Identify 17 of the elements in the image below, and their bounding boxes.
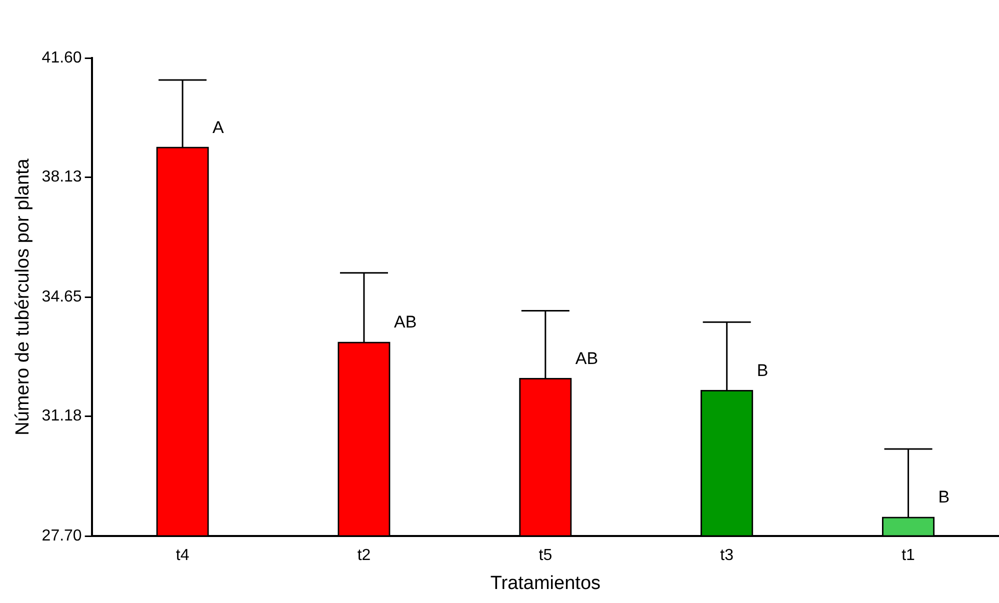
x-tick-label: t4 (176, 547, 190, 564)
y-tick-label: 41.60 (42, 49, 82, 66)
y-tick-label: 31.18 (42, 408, 82, 425)
x-tick-label: t3 (720, 547, 734, 564)
y-tick-label: 34.65 (42, 288, 82, 306)
annotation: AB (575, 348, 598, 368)
y-axis-title: Número de tubérculos por planta (12, 158, 34, 436)
annotation: B (756, 360, 768, 380)
annotation: B (938, 488, 950, 507)
x-axis-title: Tratamientos (490, 572, 601, 594)
annotation: A (212, 118, 225, 137)
y-tick-label: 38.13 (42, 168, 82, 186)
x-tick-label: t2 (357, 547, 371, 564)
x-tick-label: t1 (902, 547, 916, 564)
annotation: AB (394, 312, 417, 332)
y-tick-label: 27.70 (42, 527, 82, 544)
x-tick-label: t5 (538, 547, 552, 564)
